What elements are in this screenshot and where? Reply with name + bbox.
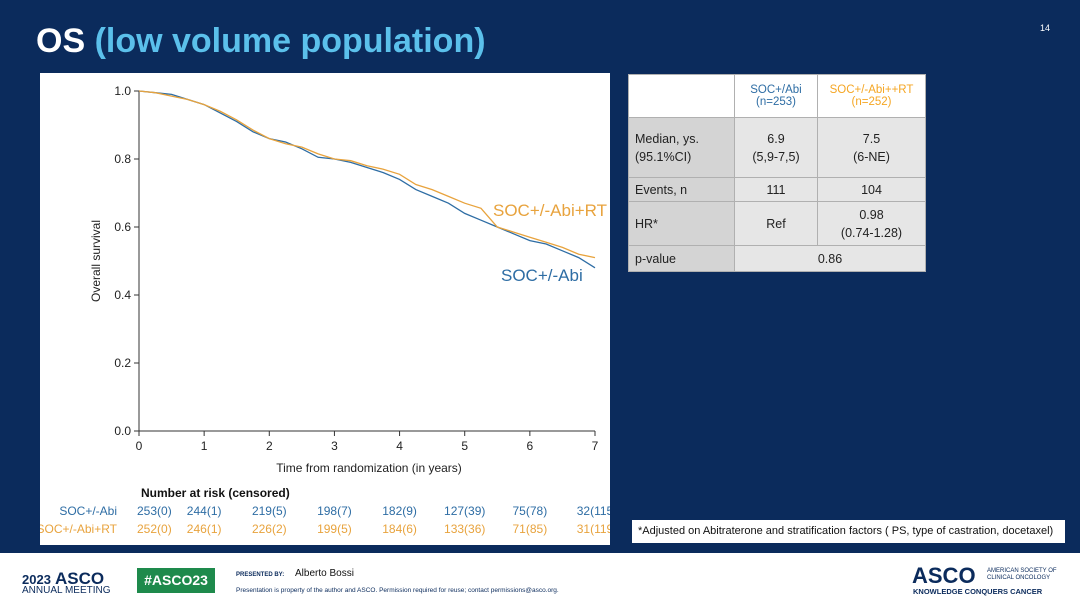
x-tick-label: 2 [266,439,273,453]
cell-line: (6-NE) [853,149,890,164]
hashtag: #ASCO23 [137,568,215,593]
table-cell: Events, n [628,177,735,202]
table-row: HR* Ref 0.98 (0.74-1.28) [628,201,926,246]
x-tick-label: 4 [396,439,403,453]
cell-line: (5,9-7,5) [752,149,800,164]
table-cell: 0.98 (0.74-1.28) [817,201,926,246]
y-tick-label: 0.8 [114,152,131,166]
cell-line: 0.86 [817,251,843,266]
cell-line: 6.9 [767,131,785,146]
table-row: Events, n 111 104 [628,177,926,202]
cell-line: 104 [861,182,882,197]
at-risk-count: 75(78) [513,504,548,518]
survival-curve [138,90,596,259]
cell-line: Median, ys. [635,131,699,146]
table-row: p-value 0.86 [628,245,926,272]
meeting-year: 2023 [22,572,51,587]
table-cell: 111 [734,177,818,202]
tagline: KNOWLEDGE CONQUERS CANCER [913,587,1043,596]
at-risk-count: 219(5) [252,504,287,518]
meeting-brand: ASCO [55,569,105,588]
y-axis-label: Overall survival [89,220,103,302]
cell-line: (n=253) [756,96,796,108]
table-cell: 104 [817,177,926,202]
table-cell: HR* [628,201,735,246]
at-risk-count: 133(36) [444,522,485,536]
at-risk-series: SOC+/-Abi [59,504,117,518]
cell-line: 7.5 [862,131,881,146]
table-cell: 0.86 [734,245,926,272]
table-cell: Ref [734,201,818,246]
footnote: *Adjusted on Abitraterone and stratifica… [632,520,1065,543]
survival-curve [138,90,596,269]
cell-line: p-value [635,251,676,266]
meeting-sub: ANNUAL MEETING [22,585,111,596]
x-tick-label: 3 [331,439,338,453]
title-main: OS [36,22,86,60]
chart-panel [40,73,610,545]
table-row: Median, ys. (95.1%CI) 6.9 (5,9-7,5) 7.5 (6-NE… [628,117,926,178]
cell-line: SOC+/-Abi++RT [829,84,914,96]
asco-sub-1: AMERICAN SOCIETY OF [987,568,1057,574]
table-cell: 6.9 (5,9-7,5) [734,117,818,178]
at-risk-count: 32(115 [577,504,614,518]
at-risk-count: 71(85) [513,522,548,536]
cell-line: (n=252) [851,96,892,108]
asco-sub-2: CLINICAL ONCOLOGY [987,575,1051,581]
series-label: SOC+/-Abi+RT [493,201,607,220]
cell-line: (95.1%CI) [635,149,692,164]
series-label: SOC+/-Abi [501,266,583,285]
at-risk-count: 244(1) [187,504,222,518]
title-sub: (low volume population) [94,22,486,60]
table-cell: p-value [628,245,735,272]
table-cell: 7.5 (6-NE) [817,117,926,178]
disclaimer: Presentation is property of the author a… [236,587,559,594]
x-tick-label: 1 [201,439,208,453]
x-tick-label: 7 [592,439,599,453]
at-risk-count: 182(9) [382,504,417,518]
table-header: SOC+/Abi (n=253) SOC+/-Abi++RT (n=252) [628,74,926,118]
x-axis-label: Time from randomization (in years) [276,461,462,475]
asco-logo: ASCO [912,563,976,588]
y-tick-label: 1.0 [114,84,131,98]
cell-line: HR* [635,216,658,231]
y-tick-label: 0.4 [114,288,131,302]
at-risk-series: SOC+/-Abi+RT [37,522,118,536]
at-risk-count: 184(6) [382,522,417,536]
at-risk-count: 253(0) [137,504,172,518]
x-tick-label: 0 [136,439,143,453]
page-number: 14 [1040,23,1051,33]
presented-by: PRESENTED BY: [236,572,285,578]
at-risk-count: 31(119 [577,522,614,536]
at-risk-title: Number at risk (censored) [141,486,290,500]
cell-line: 0.98 [859,207,884,222]
cell-line: Ref [766,216,786,231]
table-cell: SOC+/Abi (n=253) [734,74,818,118]
at-risk-count: 199(5) [317,522,352,536]
cell-line: (0.74-1.28) [840,225,903,240]
at-risk-count: 252(0) [137,522,172,536]
slide-title: OS (low volume population) [36,22,486,61]
y-tick-label: 0.6 [114,220,131,234]
table-cell: SOC+/-Abi++RT (n=252) [817,74,926,118]
cell-line: SOC+/Abi [750,84,802,96]
at-risk-count: 246(1) [187,522,222,536]
results-table: SOC+/Abi (n=253) SOC+/-Abi++RT (n=252) Media… [628,74,926,272]
meeting-logo: 2023 ASCO [22,569,104,589]
at-risk-count: 198(7) [317,504,352,518]
at-risk-count: 127(39) [444,504,485,518]
y-tick-label: 0.0 [114,424,131,438]
presenter: Alberto Bossi [295,568,354,579]
table-cell: Median, ys. (95.1%CI) [628,117,735,178]
y-tick-label: 0.2 [114,356,131,370]
cell-line: 111 [766,182,786,197]
at-risk-count: 226(2) [252,522,287,536]
cell-line: Events, n [635,182,688,197]
x-tick-label: 5 [461,439,468,453]
x-tick-label: 6 [527,439,534,453]
